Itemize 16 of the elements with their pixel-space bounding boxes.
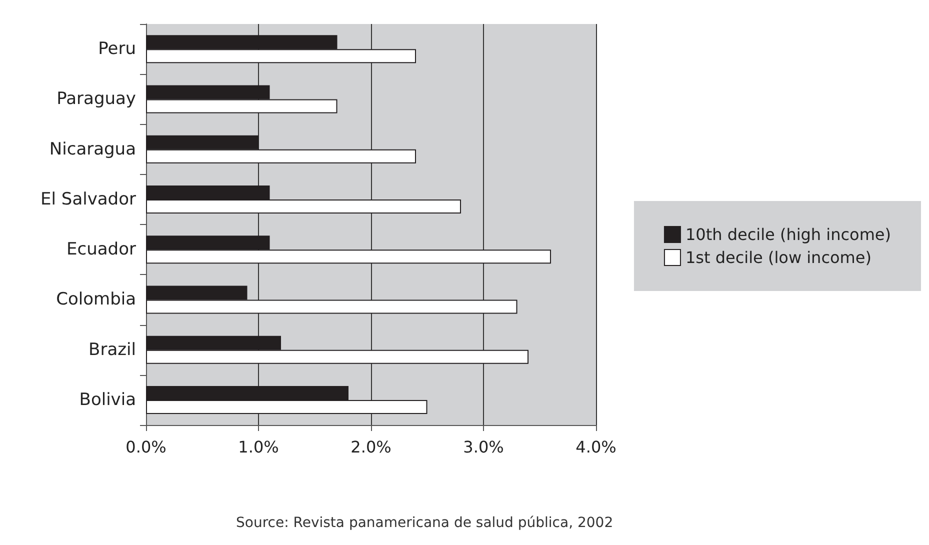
legend-label: 10th decile (high income) <box>685 225 891 244</box>
y-tick-label: Nicaragua <box>49 139 136 160</box>
legend-label: 1st decile (low income) <box>685 248 872 267</box>
y-tick-label: Colombia <box>56 290 136 310</box>
x-tick-label: 3.0% <box>463 438 504 456</box>
y-tick-label: Ecuador <box>66 240 136 260</box>
source-note: Source: Revista panamericana de salud pública, 2002 <box>236 515 614 531</box>
y-tick-label: El Salvador <box>40 189 136 210</box>
x-tick-label: 0.0% <box>126 438 166 456</box>
y-tick-label: Brazil <box>88 340 136 360</box>
y-tick-label: Peru <box>98 39 136 60</box>
y-tick-label: Bolivia <box>79 390 136 410</box>
x-tick-label: 1.0% <box>238 438 279 456</box>
x-tick-label: 2.0% <box>350 438 392 456</box>
x-tick-label: 4.0% <box>576 438 616 456</box>
y-tick-label: Paraguay <box>56 89 136 110</box>
